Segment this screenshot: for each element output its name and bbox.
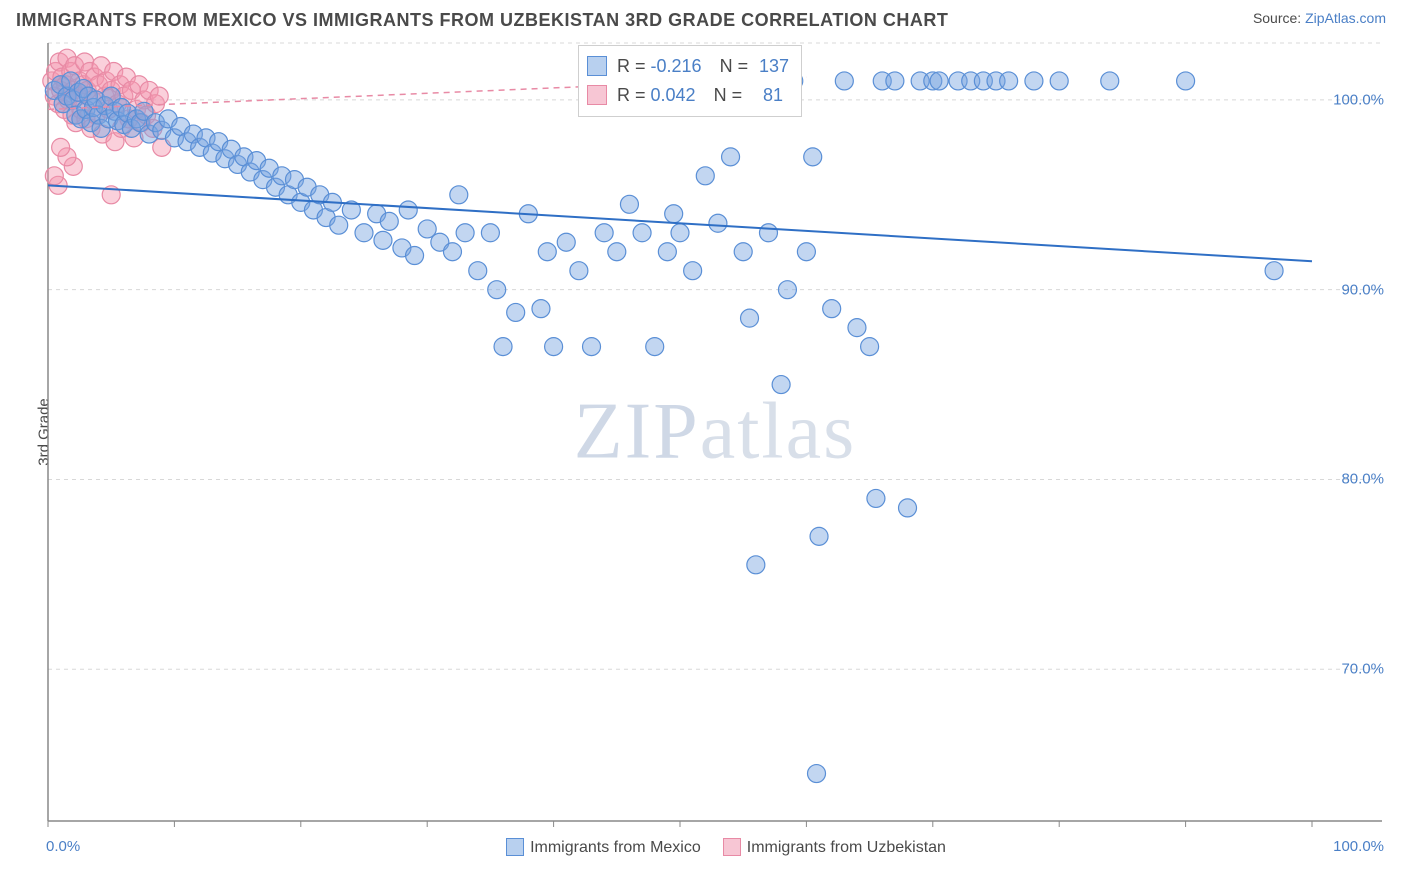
source-label: Source: bbox=[1253, 10, 1301, 26]
infobox-row: R = -0.216N = 137 bbox=[587, 52, 789, 81]
source: Source: ZipAtlas.com bbox=[1253, 10, 1386, 26]
scatter-plot bbox=[42, 37, 1388, 827]
correlation-infobox: R = -0.216N = 137R = 0.042N = 81 bbox=[578, 45, 802, 117]
legend-label: Immigrants from Mexico bbox=[530, 839, 701, 856]
y-tick-label: 70.0% bbox=[1341, 661, 1384, 678]
legend-swatch bbox=[723, 838, 741, 856]
y-tick-label: 90.0% bbox=[1341, 281, 1384, 298]
chart-title: IMMIGRANTS FROM MEXICO VS IMMIGRANTS FRO… bbox=[16, 10, 948, 31]
y-tick-label: 100.0% bbox=[1333, 91, 1384, 108]
legend-label: Immigrants from Uzbekistan bbox=[747, 839, 946, 856]
y-tick-label: 80.0% bbox=[1341, 471, 1384, 488]
infobox-row: R = 0.042N = 81 bbox=[587, 81, 789, 110]
legend: Immigrants from Mexico Immigrants from Uz… bbox=[42, 838, 1388, 857]
legend-swatch bbox=[506, 838, 524, 856]
source-link[interactable]: ZipAtlas.com bbox=[1305, 10, 1386, 26]
chart-area: 3rd Grade ZIPatlas R = -0.216N = 137R = … bbox=[42, 37, 1388, 827]
